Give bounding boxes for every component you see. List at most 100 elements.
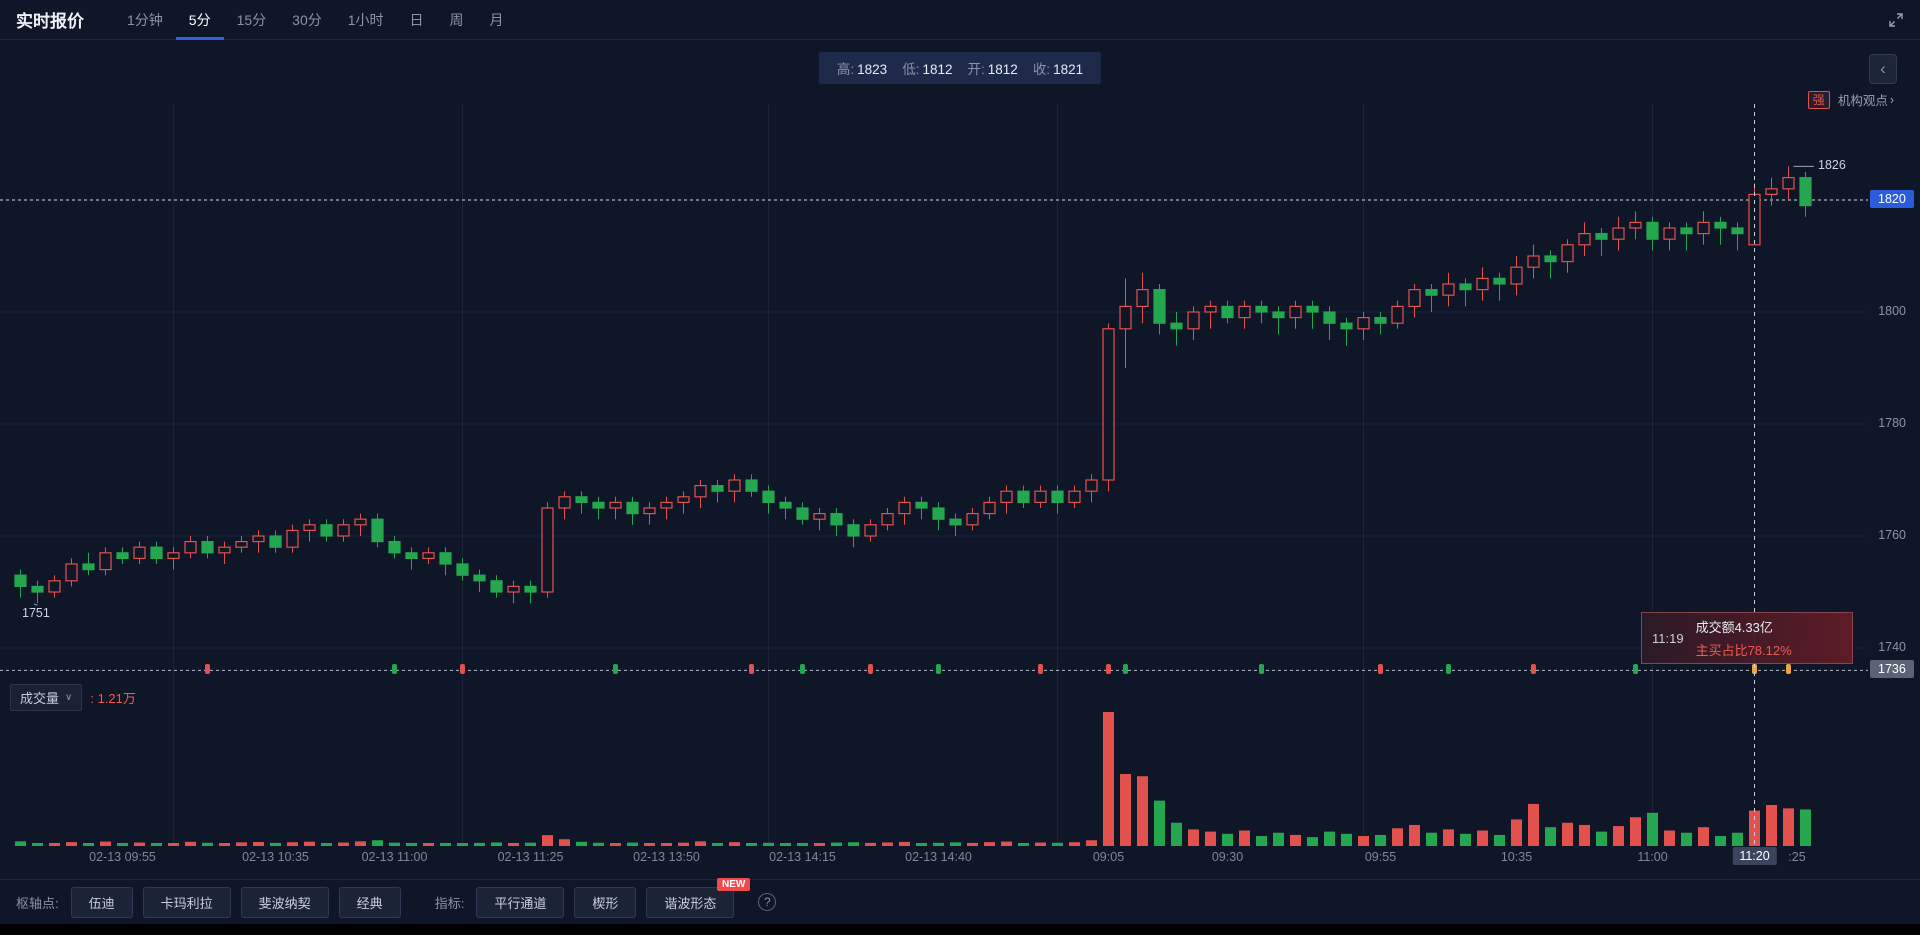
high-value: 1823: [857, 62, 888, 77]
candle-body: [1697, 221, 1710, 235]
volume-bar: [202, 842, 213, 846]
candle-body: [1051, 490, 1064, 504]
candle-body: [303, 524, 316, 531]
high-price-annotation: 1826: [1818, 158, 1846, 172]
volume-bar: [338, 842, 349, 846]
x-axis-label-highlight: 11:20: [1732, 847, 1777, 865]
volume-bar: [1494, 834, 1505, 846]
volume-bar: [66, 842, 77, 846]
candle-body: [1034, 490, 1047, 504]
candle-body: [1425, 289, 1438, 296]
signal-marker: [1531, 664, 1536, 674]
volume-bar: [185, 841, 196, 846]
signal-marker: [749, 664, 754, 674]
volume-bar: [100, 841, 111, 846]
volume-bar: [1715, 836, 1726, 846]
candle-body: [864, 524, 877, 537]
volume-bar: [712, 843, 723, 846]
expand-icon[interactable]: [1888, 12, 1904, 28]
tab-1min[interactable]: 1分钟: [127, 11, 163, 28]
volume-bar: [1205, 831, 1216, 846]
volume-bar: [236, 842, 247, 846]
help-icon[interactable]: ?: [758, 893, 777, 911]
candle-body: [439, 552, 452, 565]
volume-bar: [457, 843, 468, 846]
volume-bar: [542, 835, 553, 846]
pivot-woodie-button[interactable]: 伍迪: [70, 886, 133, 918]
signal-marker: [205, 664, 210, 674]
volume-indicator-dropdown[interactable]: 成交量 ∨: [10, 684, 83, 711]
tab-month[interactable]: 月: [489, 11, 504, 28]
volume-bar: [678, 842, 689, 846]
tab-week[interactable]: 周: [449, 11, 464, 28]
price-badge-1820: 1820: [1870, 190, 1914, 208]
candle-body: [1476, 277, 1489, 291]
candle-body: [184, 540, 197, 554]
y-axis-label: 1760: [1878, 528, 1906, 542]
pivot-buttons: 伍迪 卡玛利拉 斐波纳契 经典: [70, 886, 401, 918]
signal-marker: [800, 664, 805, 674]
tab-1hour[interactable]: 1小时: [347, 11, 384, 28]
candle-body: [1255, 305, 1268, 313]
volume-bar: [797, 843, 808, 846]
candle-body: [830, 512, 843, 526]
candle-body: [473, 574, 486, 582]
tooltip-turnover: 成交额4.33亿: [1695, 620, 1773, 635]
volume-bar: [1596, 831, 1607, 846]
volume-bar: [1630, 817, 1641, 846]
candle-body: [983, 501, 996, 515]
candle-body: [932, 507, 945, 520]
volume-bar: [1137, 776, 1148, 846]
candle-body: [490, 580, 503, 593]
candle-body: [1000, 490, 1013, 504]
indicator-harmonic-button[interactable]: 谐波形态: [646, 886, 735, 918]
x-axis: 02-13 09:55 02-13 10:35 02-13 11:00 02-13 1…: [0, 847, 1920, 872]
volume-bar: [440, 843, 451, 846]
volume-bar: [746, 843, 757, 846]
candle-body: [813, 512, 826, 520]
collapse-panel-button[interactable]: ‹: [1869, 54, 1897, 84]
volume-bar: [1409, 824, 1420, 846]
volume-bar: [134, 842, 145, 846]
signal-marker: [1378, 664, 1383, 674]
candle-body: [1408, 289, 1421, 308]
indicator-parallel-channel-button[interactable]: 平行通道: [476, 886, 565, 918]
timeframe-tabs: 1分钟 5分 15分 30分 1小时 日 周 月: [114, 0, 517, 40]
tab-5min[interactable]: 5分: [176, 0, 224, 40]
tab-day[interactable]: 日: [409, 11, 424, 28]
volume-bar: [1698, 827, 1709, 846]
candle-body: [592, 501, 605, 509]
close-label: 收:: [1032, 62, 1051, 77]
volume-bar: [219, 843, 230, 846]
x-axis-label: 10:35: [1500, 850, 1533, 864]
pivot-classic-button[interactable]: 经典: [338, 886, 401, 918]
candle-body: [1085, 479, 1098, 492]
volume-bar: [695, 841, 706, 846]
volume-current-value: : 1.21万: [90, 691, 136, 706]
candle-body: [1731, 227, 1744, 235]
volume-bar: [253, 842, 264, 846]
volume-bar: [1256, 836, 1267, 846]
candle-body: [1765, 188, 1778, 196]
price-badge-1736: 1736: [1870, 660, 1914, 679]
pivot-fibonacci-button[interactable]: 斐波纳契: [240, 886, 329, 918]
indicator-wedge-button[interactable]: 楔形: [574, 886, 637, 918]
x-axis-label: :25: [1788, 850, 1806, 864]
volume-bar: [304, 841, 315, 846]
volume-bar: [525, 842, 536, 846]
volume-bar: [15, 841, 26, 846]
tab-30min[interactable]: 30分: [292, 11, 322, 28]
institution-view-link[interactable]: 机构观点 ›: [1838, 90, 1894, 109]
volume-bar: [32, 843, 43, 846]
tab-15min[interactable]: 15分: [236, 11, 267, 28]
pivot-camarilla-button[interactable]: 卡玛利拉: [142, 886, 231, 918]
candle-body: [167, 552, 180, 559]
candle-body: [1170, 322, 1183, 330]
low-value: 1812: [922, 62, 953, 77]
low-label: 低:: [902, 62, 920, 77]
candle-body: [575, 496, 588, 503]
volume-bar: [491, 842, 502, 846]
candle-body: [150, 546, 163, 560]
volume-bar: [423, 843, 434, 846]
x-axis-label: 11:00: [1637, 850, 1668, 864]
